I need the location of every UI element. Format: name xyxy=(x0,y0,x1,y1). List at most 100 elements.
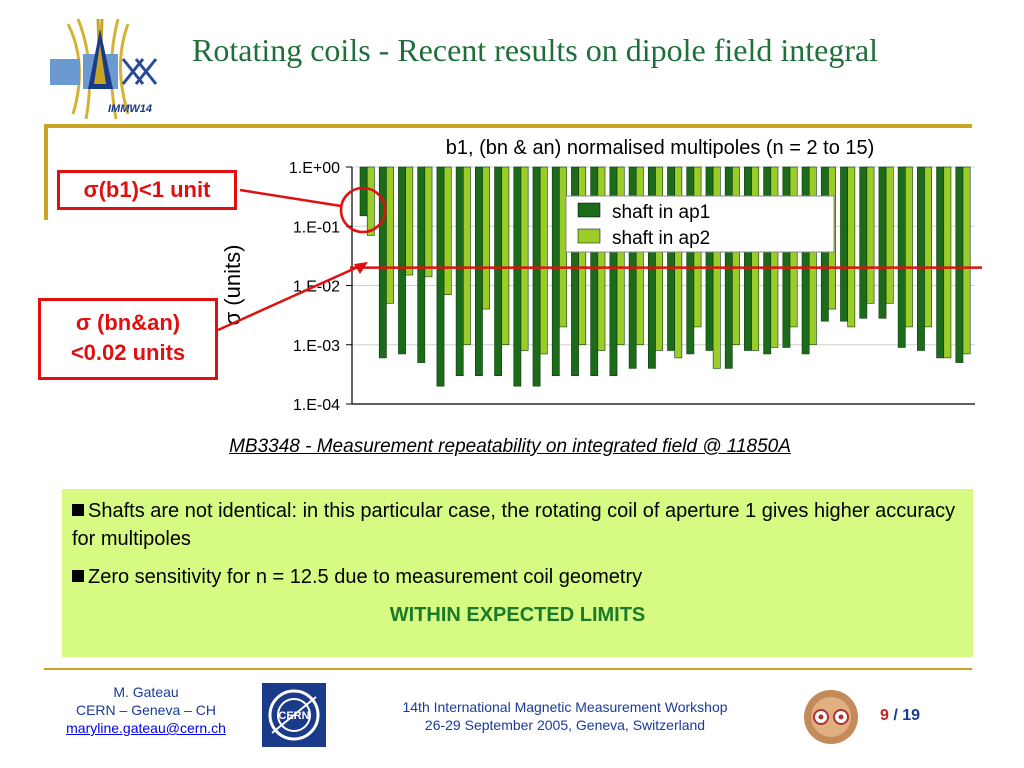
bar-ap2 xyxy=(674,166,683,359)
lhc-dipole-icon xyxy=(804,690,858,744)
bn-an-callout: σ (bn&an) <0.02 units xyxy=(38,298,218,380)
bar-ap2 xyxy=(520,166,529,351)
bar-ap2 xyxy=(751,166,760,351)
bar-ap2 xyxy=(962,166,971,355)
page-current: 9 xyxy=(880,707,889,724)
bar-ap1 xyxy=(532,166,541,387)
conclusion-text: WITHIN EXPECTED LIMITS xyxy=(389,604,646,626)
immw-logo: IMMW14 xyxy=(50,18,158,120)
bar-ap2 xyxy=(443,166,452,295)
bar-ap2 xyxy=(597,166,606,351)
bar-ap1 xyxy=(782,166,791,348)
author-org: CERN – Geneva – CH xyxy=(75,702,217,718)
title-rule xyxy=(44,124,972,128)
y-tick-label: 1.E-01 xyxy=(293,219,340,236)
bar-ap1 xyxy=(417,166,426,363)
page-total: 19 xyxy=(902,707,921,724)
y-tick-label: 1.E-03 xyxy=(293,338,340,355)
notes-box: Shafts are not identical: in this partic… xyxy=(62,489,973,657)
bar-ap2 xyxy=(616,166,625,346)
slide-title: Rotating coils - Recent results on dipol… xyxy=(192,32,879,68)
bar-ap2 xyxy=(885,166,894,304)
logo-text: IMMW14 xyxy=(108,103,152,115)
bar-ap2 xyxy=(905,166,913,328)
y-tick-label: 1.E+00 xyxy=(289,160,340,177)
author-email-link[interactable]: maryline.gateau@cern.ch xyxy=(66,720,226,736)
title-rule-vertical xyxy=(44,124,48,220)
bar-ap1 xyxy=(878,166,887,319)
workshop-name: 14th International Magnetic Measurement … xyxy=(402,699,728,715)
bar-ap1 xyxy=(955,166,964,363)
note-text: Shafts are not identical: in this partic… xyxy=(72,500,956,550)
multipole-bar-chart: 1.E+001.E-011.E-021.E-031.E-04 σ (units)… xyxy=(217,160,982,414)
bar-ap1 xyxy=(398,166,406,355)
legend-label-ap2: shaft in ap2 xyxy=(612,228,710,249)
workshop-info: 14th International Magnetic Measurement … xyxy=(340,698,790,734)
cern-logo-icon: CERN xyxy=(262,683,326,747)
legend-box xyxy=(565,195,835,253)
workshop-dates: 26-29 September 2005, Geneva, Switzerlan… xyxy=(424,717,706,733)
chart-caption: MB3348 - Measurement repeatability on in… xyxy=(229,436,791,457)
bar-ap2 xyxy=(578,166,587,346)
b1-callout-arrow xyxy=(239,188,342,208)
bn-callout-arrowhead xyxy=(354,262,368,274)
legend-swatch-ap1 xyxy=(577,202,601,218)
page-number: 9 / 19 xyxy=(880,707,950,725)
square-bullet-icon xyxy=(72,504,84,516)
bar-ap2 xyxy=(366,166,375,236)
bar-ap1 xyxy=(455,166,464,377)
bar-ap2 xyxy=(770,166,779,348)
note-item: Zero sensitivity for n = 12.5 due to mea… xyxy=(72,563,963,591)
bar-ap1 xyxy=(667,166,675,351)
square-bullet-icon xyxy=(72,570,84,582)
chart-title: b1, (bn & an) normalised multipoles (n =… xyxy=(445,137,875,159)
bar-ap2 xyxy=(655,166,663,351)
bar-ap1 xyxy=(840,166,848,322)
bar-ap2 xyxy=(847,166,856,328)
legend-swatch-ap2 xyxy=(577,228,601,244)
bar-ap1 xyxy=(917,166,925,351)
bar-ap2 xyxy=(462,166,471,346)
y-tick-label: 1.E-04 xyxy=(293,397,340,414)
bn-callout-arrow xyxy=(217,264,361,332)
bar-ap2 xyxy=(501,166,510,346)
bar-ap2 xyxy=(732,166,740,346)
bar-ap2 xyxy=(924,166,933,328)
b1-highlight-circle xyxy=(339,186,387,234)
bar-ap1 xyxy=(705,166,714,351)
bar-ap2 xyxy=(386,166,394,304)
bar-ap1 xyxy=(763,166,772,355)
cern-logo-text: CERN xyxy=(278,710,309,722)
bar-ap1 xyxy=(897,166,906,348)
note-text: Zero sensitivity for n = 12.5 due to mea… xyxy=(88,566,643,588)
bar-ap1 xyxy=(551,166,560,377)
footer-rule xyxy=(44,668,972,670)
bar-ap2 xyxy=(482,166,491,310)
bar-ap2 xyxy=(808,166,817,346)
bar-ap1 xyxy=(436,166,445,387)
bar-ap1 xyxy=(801,166,810,355)
bar-ap2 xyxy=(424,166,433,278)
bar-ap2 xyxy=(405,166,414,276)
author-name: M. Gateau xyxy=(113,684,179,700)
b1-callout: σ(b1)<1 unit xyxy=(57,170,237,210)
bar-ap1 xyxy=(859,166,868,319)
bar-ap2 xyxy=(866,166,875,304)
bn-callout-line2: <0.02 units xyxy=(70,340,186,365)
bar-ap1 xyxy=(744,166,752,351)
y-axis-label: σ (units) xyxy=(220,245,245,326)
bar-ap1 xyxy=(686,166,695,355)
bar-ap1 xyxy=(513,166,522,387)
page-separator: / xyxy=(888,707,903,724)
bn-callout-line1: σ (bn&an) xyxy=(75,310,181,335)
bar-ap1 xyxy=(475,166,483,377)
bar-ap1 xyxy=(359,166,368,217)
note-item: Shafts are not identical: in this partic… xyxy=(72,497,963,553)
bar-ap1 xyxy=(494,166,503,377)
bar-ap2 xyxy=(943,166,952,359)
bar-ap1 xyxy=(936,166,945,359)
bar-ap2 xyxy=(635,166,644,346)
bar-ap2 xyxy=(539,166,548,355)
author-block: M. Gateau CERN – Geneva – CH maryline.ga… xyxy=(40,683,252,737)
chart-legend: shaft in ap1 shaft in ap2 xyxy=(565,195,835,253)
